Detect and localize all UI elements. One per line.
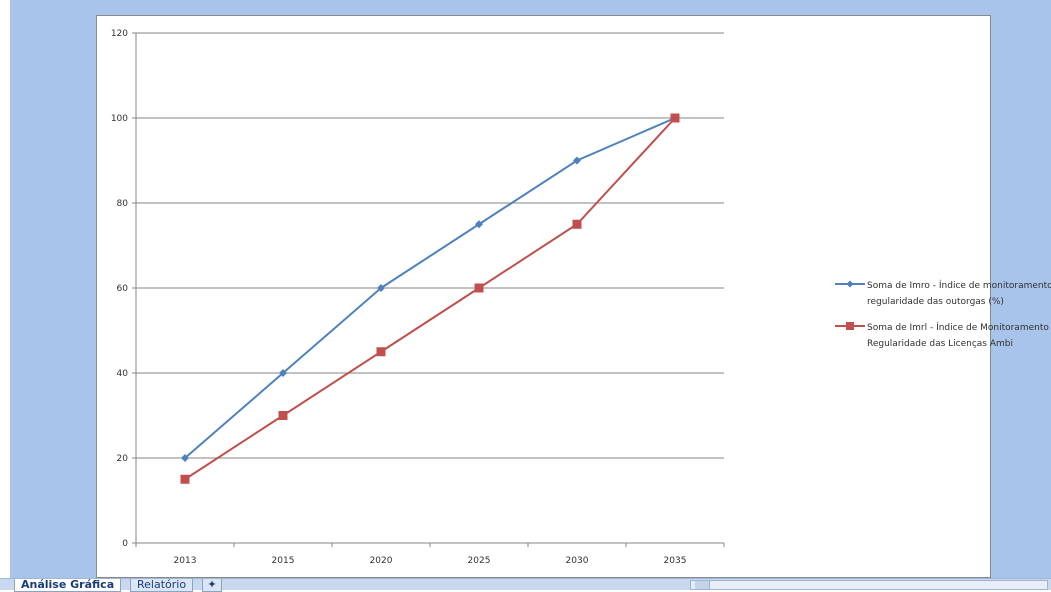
legend-marker-square-icon bbox=[835, 322, 865, 330]
new-sheet-icon[interactable]: ✦ bbox=[202, 579, 222, 592]
y-tick-label: 60 bbox=[117, 284, 129, 294]
x-tick-labels: 2013 2015 2020 2025 2030 2035 bbox=[174, 556, 687, 566]
gridlines bbox=[136, 32, 724, 459]
data-point-square bbox=[180, 474, 190, 484]
y-tick-label: 40 bbox=[117, 369, 129, 379]
data-point-diamond bbox=[279, 369, 287, 377]
data-point-diamond bbox=[377, 284, 385, 292]
sheet-tab-bar: Análise Gráfica Relatório ✦ bbox=[0, 578, 1051, 592]
data-point-diamond bbox=[475, 220, 483, 229]
data-point-diamond bbox=[181, 454, 189, 462]
x-tick-label: 2015 bbox=[272, 556, 295, 566]
x-tick-label: 2030 bbox=[566, 556, 589, 566]
tab-relatorio[interactable]: Relatório bbox=[130, 579, 194, 592]
data-point-square bbox=[376, 347, 386, 357]
data-point-square bbox=[278, 411, 288, 420]
tab-analise-grafica[interactable]: Análise Gráfica bbox=[14, 579, 122, 592]
legend-line: Regularidade das Licenças Ambi bbox=[867, 339, 1013, 349]
legend-label-series-2: Soma de Imrl - Índice de Monitoramento d… bbox=[867, 320, 1051, 352]
x-tick-label: 2035 bbox=[664, 556, 687, 566]
legend-line: Soma de Imrl - Índice de Monitoramento d… bbox=[867, 323, 1051, 333]
data-point-diamond bbox=[573, 156, 581, 165]
chart-legend: Soma de Imro - Índice de monitoramento d… bbox=[835, 278, 1051, 362]
y-tick-labels: 0 20 40 60 80 100 120 bbox=[111, 29, 128, 549]
y-tick-label: 80 bbox=[117, 199, 129, 209]
data-point-square bbox=[670, 113, 680, 123]
legend-line: Soma de Imro - Índice de monitoramento d… bbox=[867, 281, 1051, 291]
top-pane-strip bbox=[10, 0, 1051, 15]
legend-label-series-1: Soma de Imro - Índice de monitoramento d… bbox=[867, 278, 1051, 310]
legend-marker-diamond-icon bbox=[835, 280, 865, 288]
chart-area[interactable]: 0 20 40 60 80 100 120 2013 2015 2020 2025 2030 2035… bbox=[96, 15, 1051, 578]
axes bbox=[132, 32, 725, 547]
left-pane bbox=[10, 15, 96, 578]
legend-line: regularidade das outorgas (%) bbox=[867, 297, 1004, 307]
y-tick-label: 20 bbox=[117, 454, 129, 464]
series-line-2 bbox=[184, 117, 676, 481]
scroll-left-button[interactable] bbox=[695, 581, 710, 589]
right-pane bbox=[991, 15, 1051, 578]
legend-item-series-2: Soma de Imrl - Índice de Monitoramento d… bbox=[835, 320, 1051, 352]
x-tick-label: 2013 bbox=[174, 556, 197, 566]
line-chart: 0 20 40 60 80 100 120 2013 2015 2020 2025 2030 2035 bbox=[111, 29, 725, 566]
x-tick-label: 2025 bbox=[468, 556, 491, 566]
data-point-square bbox=[474, 283, 484, 293]
y-tick-label: 100 bbox=[111, 114, 128, 124]
data-point-square bbox=[572, 219, 582, 229]
y-tick-label: 0 bbox=[122, 539, 128, 549]
x-tick-label: 2020 bbox=[370, 556, 393, 566]
legend-item-series-1: Soma de Imro - Índice de monitoramento d… bbox=[835, 278, 1051, 310]
series-line-1 bbox=[184, 117, 676, 459]
series-lines bbox=[180, 113, 680, 484]
horizontal-scrollbar[interactable] bbox=[690, 580, 1048, 590]
y-tick-label: 120 bbox=[111, 29, 128, 39]
